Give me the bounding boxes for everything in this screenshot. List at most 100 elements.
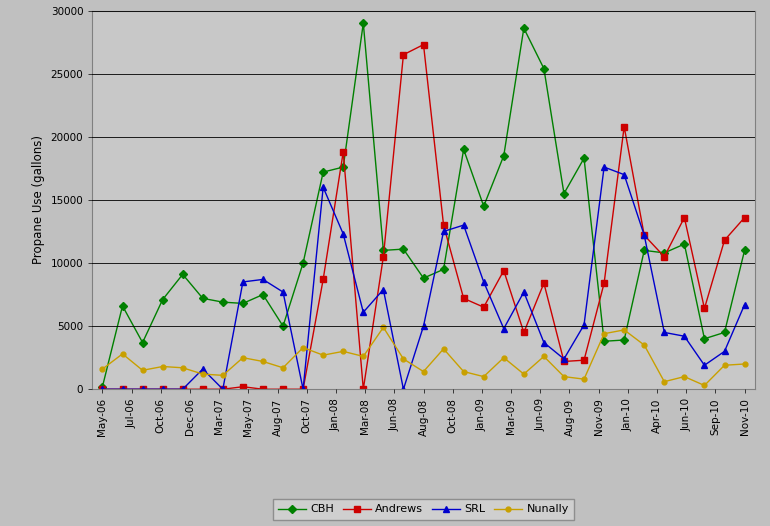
CBH (640, 247, 649, 254)
Nunally (138, 367, 147, 373)
Andrews (198, 386, 207, 392)
Nunally (640, 342, 649, 348)
SRL (600, 164, 609, 170)
Andrews (178, 386, 187, 392)
SRL (519, 289, 528, 295)
Nunally (439, 346, 448, 352)
CBH (459, 146, 468, 153)
CBH (218, 299, 227, 305)
SRL (118, 386, 127, 392)
SRL (98, 386, 107, 392)
SRL (720, 348, 729, 355)
Nunally (620, 327, 629, 333)
CBH (178, 271, 187, 278)
CBH (299, 260, 308, 266)
Andrews (259, 386, 268, 392)
SRL (539, 339, 548, 346)
Y-axis label: Propane Use (gallons): Propane Use (gallons) (32, 135, 45, 265)
SRL (238, 279, 247, 285)
Nunally (399, 356, 408, 362)
SRL (339, 231, 348, 237)
SRL (479, 279, 488, 285)
CBH (238, 300, 247, 307)
Nunally (118, 351, 127, 357)
Nunally (359, 353, 368, 360)
Nunally (259, 358, 268, 365)
Andrews (660, 254, 669, 260)
Nunally (700, 382, 709, 389)
Andrews (579, 357, 588, 363)
SRL (579, 322, 588, 328)
Andrews (680, 215, 689, 221)
CBH (419, 275, 428, 281)
CBH (680, 241, 689, 247)
Andrews (299, 386, 308, 392)
Andrews (700, 305, 709, 311)
Nunally (98, 366, 107, 372)
SRL (499, 326, 508, 332)
CBH (118, 303, 127, 309)
CBH (740, 247, 749, 254)
Nunally (158, 363, 167, 370)
Andrews (559, 358, 568, 365)
Andrews (98, 386, 107, 392)
SRL (439, 228, 448, 235)
CBH (379, 247, 388, 254)
Nunally (519, 371, 528, 377)
Nunally (218, 372, 227, 379)
Nunally (379, 324, 388, 330)
CBH (198, 295, 207, 301)
Nunally (178, 365, 187, 371)
Andrews (600, 280, 609, 286)
Line: CBH: CBH (99, 21, 748, 389)
Nunally (600, 330, 609, 337)
Andrews (620, 124, 629, 130)
SRL (279, 289, 288, 295)
Andrews (479, 304, 488, 310)
Andrews (519, 329, 528, 336)
SRL (218, 386, 227, 392)
CBH (259, 291, 268, 298)
Nunally (279, 365, 288, 371)
Line: Andrews: Andrews (99, 42, 748, 392)
CBH (399, 246, 408, 252)
SRL (178, 386, 187, 392)
Nunally (720, 362, 729, 368)
Nunally (660, 379, 669, 385)
Andrews (720, 237, 729, 244)
Legend: CBH, Andrews, SRL, Nunally: CBH, Andrews, SRL, Nunally (273, 499, 574, 520)
Nunally (499, 355, 508, 361)
CBH (339, 164, 348, 170)
Andrews (379, 254, 388, 260)
SRL (680, 333, 689, 339)
Andrews (158, 386, 167, 392)
CBH (138, 339, 147, 346)
Andrews (499, 267, 508, 274)
SRL (138, 386, 147, 392)
Nunally (680, 373, 689, 380)
Nunally (579, 376, 588, 382)
Nunally (319, 352, 328, 358)
Andrews (439, 222, 448, 228)
Andrews (279, 386, 288, 392)
Andrews (118, 386, 127, 392)
CBH (499, 153, 508, 159)
Nunally (559, 373, 568, 380)
SRL (740, 301, 749, 308)
Andrews (339, 149, 348, 155)
Line: Nunally: Nunally (100, 325, 747, 388)
Andrews (459, 295, 468, 301)
CBH (279, 323, 288, 329)
SRL (198, 366, 207, 372)
Andrews (419, 42, 428, 48)
Andrews (238, 383, 247, 390)
SRL (379, 286, 388, 292)
Nunally (740, 361, 749, 367)
SRL (459, 222, 468, 228)
CBH (319, 169, 328, 175)
CBH (620, 337, 629, 343)
SRL (299, 386, 308, 392)
CBH (158, 297, 167, 303)
Nunally (479, 373, 488, 380)
SRL (259, 276, 268, 282)
